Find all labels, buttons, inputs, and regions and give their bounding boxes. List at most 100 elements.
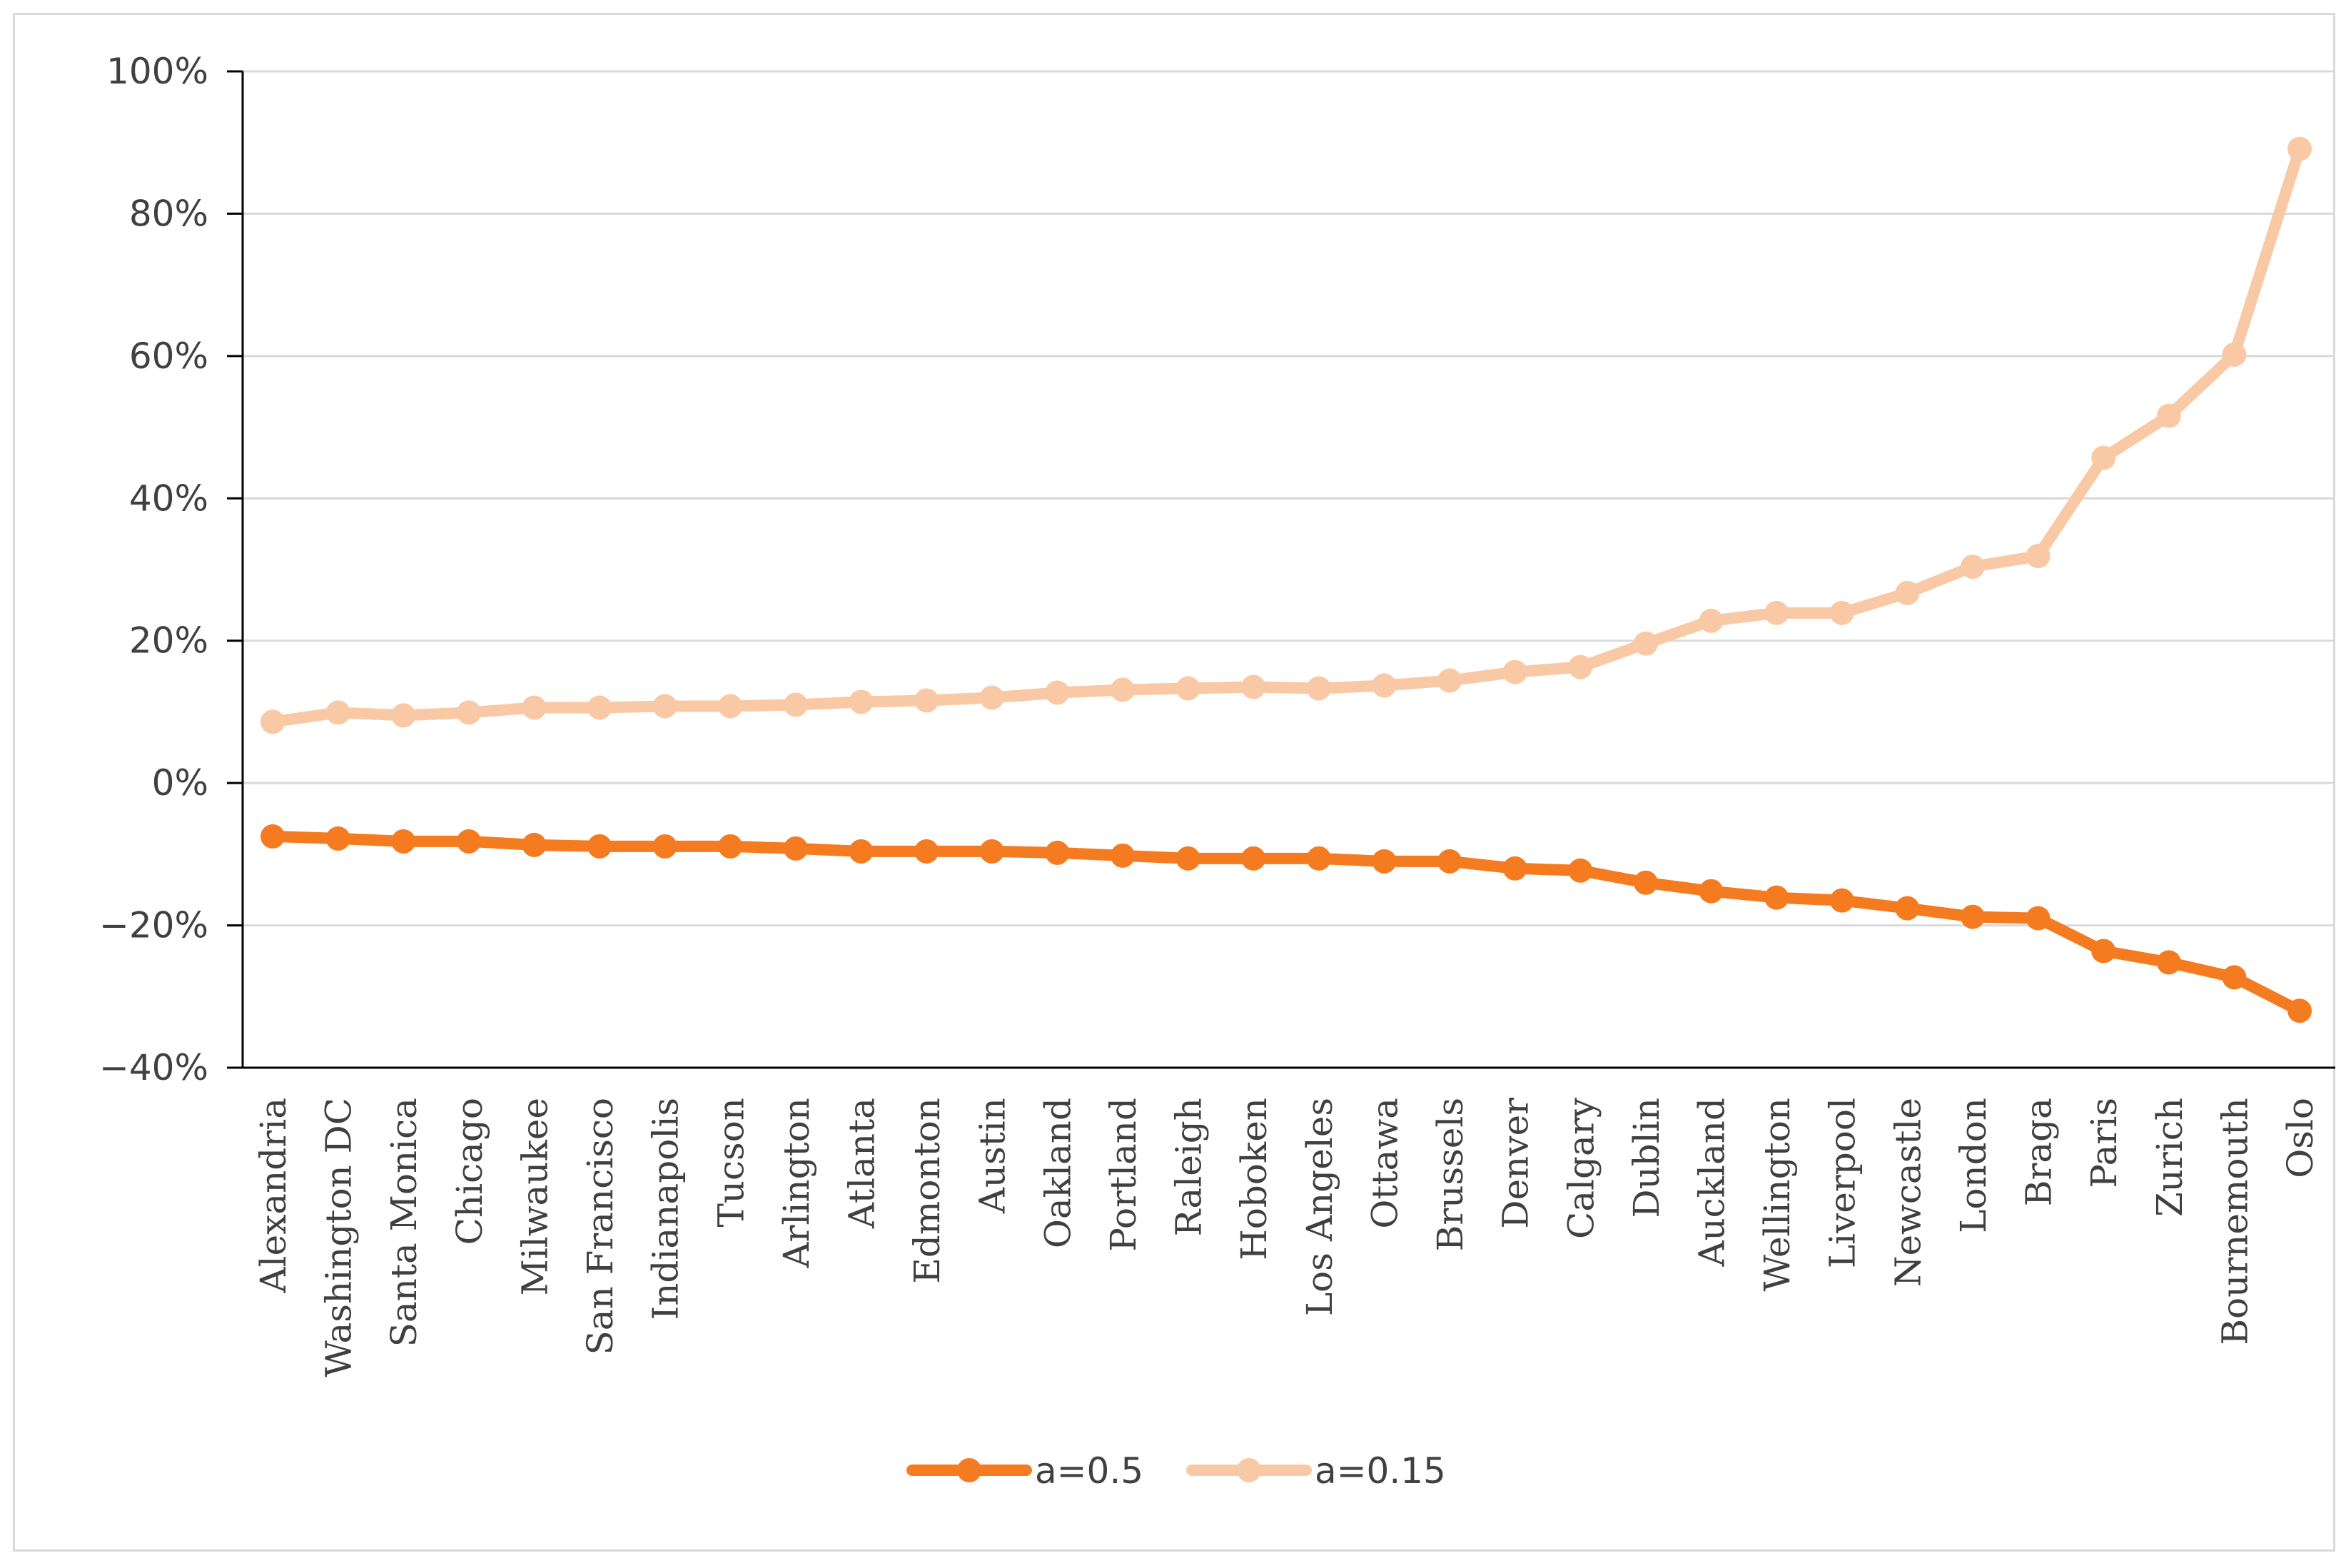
y-tick-label: 40% [129, 477, 208, 519]
data-point [2026, 906, 2051, 931]
y-tick-label: 60% [129, 335, 208, 377]
data-point [522, 832, 547, 857]
x-tick-label: Calgary [1560, 1097, 1602, 1239]
x-tick-label: Paris [2083, 1098, 2125, 1188]
data-point [1502, 856, 1527, 881]
data-point [325, 700, 350, 725]
x-tick-label: Hoboken [1233, 1098, 1275, 1260]
data-point [261, 824, 285, 849]
x-tick-label: Milwaukee [514, 1098, 555, 1295]
data-point [1045, 680, 1070, 705]
x-tick-label: Los Angeles [1299, 1098, 1340, 1316]
y-tick-label: 20% [129, 620, 208, 662]
legend: a=0.5 a=0.15 [906, 1450, 1446, 1492]
x-tick-label: Atlanta [841, 1098, 883, 1229]
y-tick-label: 100% [106, 51, 208, 92]
gridlines [243, 70, 2335, 927]
data-point [1306, 846, 1331, 871]
data-point [1176, 846, 1200, 871]
x-tick-label: Liverpool [1822, 1098, 1864, 1268]
x-tick-label: Indianapolis [645, 1098, 687, 1320]
x-tick-labels: Alexandria Washington DC Santa Monica Chica… [253, 1097, 2321, 1377]
series-line [267, 830, 2305, 1017]
data-point [1372, 849, 1397, 874]
data-point [1764, 600, 1789, 625]
y-tick-labels: 100% 80% 60% 40% 20% 0% −20% −40% [99, 51, 208, 1088]
x-tick-label: London [1953, 1098, 1994, 1233]
x-tick-label: Zurich [2149, 1098, 2190, 1217]
x-tick-label: Oakland [1037, 1098, 1078, 1248]
series [261, 136, 2312, 1023]
data-point [849, 689, 874, 714]
x-tick-label: Denver [1495, 1098, 1537, 1229]
data-point [1045, 840, 1070, 865]
x-tick-label: Austin [972, 1098, 1013, 1214]
axes [227, 70, 2335, 1069]
data-point [1895, 580, 1920, 605]
y-tick-label: −20% [99, 905, 208, 946]
data-point [1960, 555, 1985, 580]
data-point [1568, 858, 1593, 883]
data-point [587, 834, 612, 859]
x-tick-label: Ottawa [1364, 1098, 1405, 1229]
data-point [1699, 608, 1724, 633]
x-tick-label: Oslo [2280, 1098, 2321, 1178]
x-tick-label: Portland [1103, 1098, 1144, 1252]
y-tick-label: 80% [129, 193, 208, 234]
x-tick-label: Tucson [710, 1098, 752, 1228]
data-point [1372, 673, 1397, 698]
y-tick-label: 0% [152, 762, 208, 804]
data-point [1437, 668, 1462, 693]
legend-swatch-marker [1237, 1458, 1261, 1482]
data-point [1176, 676, 1200, 701]
data-point [325, 826, 350, 851]
series-line [267, 143, 2305, 728]
x-tick-label: Edmonton [906, 1098, 948, 1284]
data-point [522, 695, 547, 720]
data-point [783, 836, 808, 861]
data-point [1437, 849, 1462, 874]
data-point [914, 688, 939, 713]
data-point [587, 695, 612, 720]
x-tick-label: Auckland [1691, 1098, 1732, 1268]
data-point [1110, 843, 1135, 868]
x-tick-label: Brussels [1430, 1098, 1471, 1251]
data-point [2287, 998, 2312, 1023]
data-point [718, 694, 743, 719]
x-tick-label: Wellington [1756, 1098, 1798, 1291]
data-point [1960, 904, 1985, 929]
data-point [456, 700, 481, 725]
data-point [2222, 965, 2247, 990]
data-point [456, 829, 481, 854]
data-point [849, 839, 874, 864]
data-point [2026, 544, 2051, 569]
data-point [1699, 879, 1724, 904]
data-point [2156, 950, 2181, 975]
data-point [979, 839, 1004, 864]
data-point [1241, 674, 1266, 699]
data-point [2287, 136, 2312, 161]
legend-label: a=0.5 [1035, 1450, 1143, 1492]
data-point [2091, 445, 2116, 470]
data-point [1829, 600, 1854, 625]
x-tick-label: Washington DC [318, 1098, 360, 1377]
x-tick-label: Raleigh [1168, 1098, 1210, 1236]
data-point [1895, 896, 1920, 921]
data-point [2156, 403, 2181, 428]
data-point [979, 685, 1004, 710]
data-point [2091, 939, 2116, 963]
x-tick-label: Dublin [1626, 1098, 1667, 1218]
data-point [1764, 885, 1789, 910]
data-point [1502, 659, 1527, 684]
x-tick-label: San Francisco [580, 1098, 621, 1355]
data-point [1306, 676, 1331, 701]
y-tick-label: −40% [99, 1047, 208, 1088]
data-point [1829, 888, 1854, 913]
data-point [2222, 342, 2247, 367]
x-tick-label: Braga [2018, 1098, 2060, 1206]
data-point [718, 834, 743, 859]
legend-swatch-marker [957, 1458, 981, 1482]
x-tick-label: Bournemouth [2214, 1098, 2255, 1345]
data-point [1241, 846, 1266, 871]
